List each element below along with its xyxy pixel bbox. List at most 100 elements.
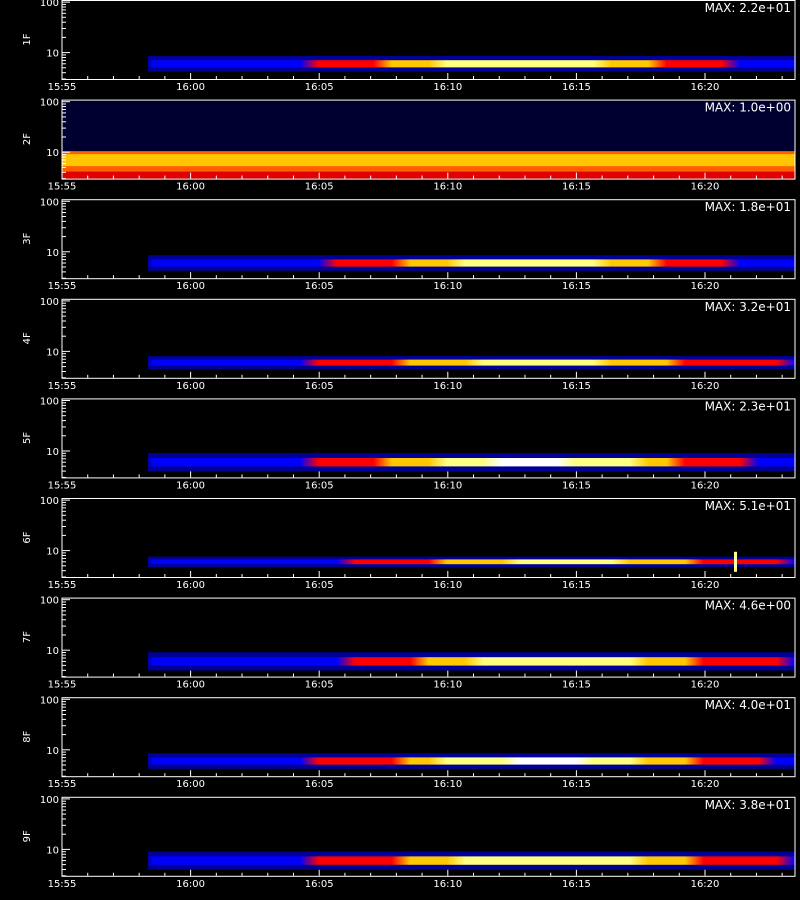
emission-floor bbox=[62, 171, 795, 179]
panel-1: 10 100 1F 15:55 16:00 16:05 16:10 16:15 16:20 MAX… bbox=[22, 0, 796, 93]
x-tick-label: 16:05 bbox=[305, 879, 334, 890]
y-tick-label: 10 bbox=[46, 347, 59, 358]
panel-max-label: MAX: 1.8e+01 bbox=[705, 200, 791, 214]
panel-ylabel: 5F bbox=[22, 432, 33, 444]
panel-frame bbox=[61, 298, 796, 379]
panel-5: 10 100 5F 15:55 16:00 16:05 16:10 16:15 16:20 MAX… bbox=[22, 396, 796, 491]
panel-max-label: MAX: 4.6e+00 bbox=[705, 599, 791, 613]
x-tick-label: 16:15 bbox=[562, 182, 591, 193]
emission-band bbox=[148, 359, 795, 366]
x-axis: 15:55 16:00 16:05 16:10 16:15 16:20 bbox=[48, 869, 783, 890]
x-tick-label: 15:55 bbox=[48, 82, 77, 93]
panel-4-plot bbox=[62, 298, 795, 378]
y-tick-label: 100 bbox=[40, 197, 59, 208]
emission-band bbox=[148, 457, 795, 467]
x-axis: 15:55 16:00 16:05 16:10 16:15 16:20 bbox=[48, 571, 783, 591]
y-tick-label: 10 bbox=[46, 646, 59, 657]
x-tick-label: 16:10 bbox=[433, 281, 462, 292]
y-axis: 10 100 bbox=[40, 197, 70, 279]
y-tick-label: 10 bbox=[46, 49, 59, 60]
x-tick-label: 16:10 bbox=[433, 580, 462, 591]
y-tick-label: 100 bbox=[40, 695, 59, 706]
x-tick-label: 15:55 bbox=[48, 381, 77, 392]
y-tick-label: 100 bbox=[40, 0, 59, 9]
y-tick-label: 100 bbox=[40, 596, 59, 607]
y-tick-label: 100 bbox=[40, 98, 59, 109]
x-tick-label: 16:10 bbox=[433, 182, 462, 193]
panel-ylabel: 4F bbox=[22, 332, 33, 344]
y-axis: 10 100 bbox=[40, 0, 70, 80]
x-tick-label: 16:10 bbox=[433, 879, 462, 890]
x-tick-label: 16:00 bbox=[176, 580, 205, 591]
x-tick-label: 16:15 bbox=[562, 779, 591, 790]
panel-frame bbox=[61, 0, 796, 80]
emission-band bbox=[148, 60, 795, 68]
panel-4: 10 100 4F 15:55 16:00 16:05 16:10 16:15 16:20 MAX… bbox=[22, 297, 796, 392]
panel-max-label: MAX: 3.8e+01 bbox=[705, 798, 791, 812]
x-tick-label: 15:55 bbox=[48, 580, 77, 591]
emission-band bbox=[148, 856, 795, 865]
x-axis: 15:55 16:00 16:05 16:10 16:15 16:20 bbox=[48, 670, 783, 691]
x-tick-label: 16:05 bbox=[305, 779, 334, 790]
x-tick-label: 16:10 bbox=[433, 480, 462, 491]
y-axis: 10 100 bbox=[40, 98, 70, 180]
x-tick-label: 16:10 bbox=[433, 381, 462, 392]
x-tick-label: 16:20 bbox=[691, 480, 720, 491]
panel-7: 10 100 7F 15:55 16:00 16:05 16:10 16:15 16:20 MAX… bbox=[22, 596, 796, 691]
x-tick-label: 16:15 bbox=[562, 879, 591, 890]
panel-6-plot bbox=[62, 498, 795, 577]
x-tick-label: 16:20 bbox=[691, 779, 720, 790]
y-tick-label: 10 bbox=[46, 248, 59, 259]
emission-band bbox=[148, 757, 795, 765]
x-axis: 15:55 16:00 16:05 16:10 16:15 16:20 bbox=[48, 172, 783, 193]
x-axis: 15:55 16:00 16:05 16:10 16:15 16:20 bbox=[48, 272, 783, 292]
panel-frame bbox=[61, 99, 796, 180]
emission-core bbox=[62, 154, 795, 167]
panel-8: 10 100 8F 15:55 16:00 16:05 16:10 16:15 16:20 MAX… bbox=[22, 695, 796, 790]
x-tick-label: 16:00 bbox=[176, 680, 205, 691]
y-tick-label: 10 bbox=[46, 148, 59, 159]
x-tick-label: 16:10 bbox=[433, 680, 462, 691]
x-tick-label: 16:20 bbox=[691, 381, 720, 392]
emission-band bbox=[148, 559, 795, 565]
panel-5-plot bbox=[62, 398, 795, 478]
x-tick-label: 16:05 bbox=[305, 82, 334, 93]
x-axis: 15:55 16:00 16:05 16:10 16:15 16:20 bbox=[48, 770, 783, 790]
panel-7-plot bbox=[62, 597, 795, 677]
x-tick-label: 15:55 bbox=[48, 480, 77, 491]
x-tick-label: 16:15 bbox=[562, 480, 591, 491]
panel-max-label: MAX: 5.1e+01 bbox=[705, 499, 791, 513]
y-axis: 10 100 bbox=[40, 297, 70, 379]
panel-frame bbox=[61, 498, 796, 578]
x-tick-label: 16:20 bbox=[691, 281, 720, 292]
x-tick-label: 16:05 bbox=[305, 680, 334, 691]
x-tick-label: 16:20 bbox=[691, 879, 720, 890]
x-tick-label: 16:20 bbox=[691, 680, 720, 691]
panel-6: 10 100 6F 15:55 16:00 16:05 16:10 16:15 16:20 MAX… bbox=[22, 496, 796, 591]
x-tick-label: 16:15 bbox=[562, 680, 591, 691]
panel-3: 10 100 3F 15:55 16:00 16:05 16:10 16:15 16:20 MAX… bbox=[22, 197, 796, 292]
panel-8-plot bbox=[62, 697, 795, 777]
panel-frame bbox=[61, 697, 796, 778]
x-tick-label: 16:05 bbox=[305, 281, 334, 292]
panel-2-plot bbox=[62, 99, 795, 179]
panel-frame bbox=[61, 398, 796, 479]
panel-frame bbox=[61, 199, 796, 280]
x-tick-label: 15:55 bbox=[48, 182, 77, 193]
panel-max-label: MAX: 1.0e+00 bbox=[705, 101, 791, 115]
x-tick-label: 16:15 bbox=[562, 281, 591, 292]
x-tick-label: 15:55 bbox=[48, 879, 77, 890]
panel-ylabel: 6F bbox=[22, 531, 33, 543]
x-tick-label: 16:15 bbox=[562, 381, 591, 392]
y-axis: 10 100 bbox=[40, 795, 70, 877]
x-tick-label: 16:00 bbox=[176, 480, 205, 491]
x-tick-label: 16:05 bbox=[305, 580, 334, 591]
y-tick-label: 100 bbox=[40, 795, 59, 806]
x-tick-label: 16:15 bbox=[562, 580, 591, 591]
panel-9: 10 100 9F 15:55 16:00 16:05 16:10 16:15 16:20 MAX… bbox=[22, 795, 796, 890]
y-tick-label: 10 bbox=[46, 447, 59, 458]
panel-ylabel: 3F bbox=[22, 232, 33, 244]
x-tick-label: 16:05 bbox=[305, 480, 334, 491]
y-axis: 10 100 bbox=[40, 496, 70, 578]
